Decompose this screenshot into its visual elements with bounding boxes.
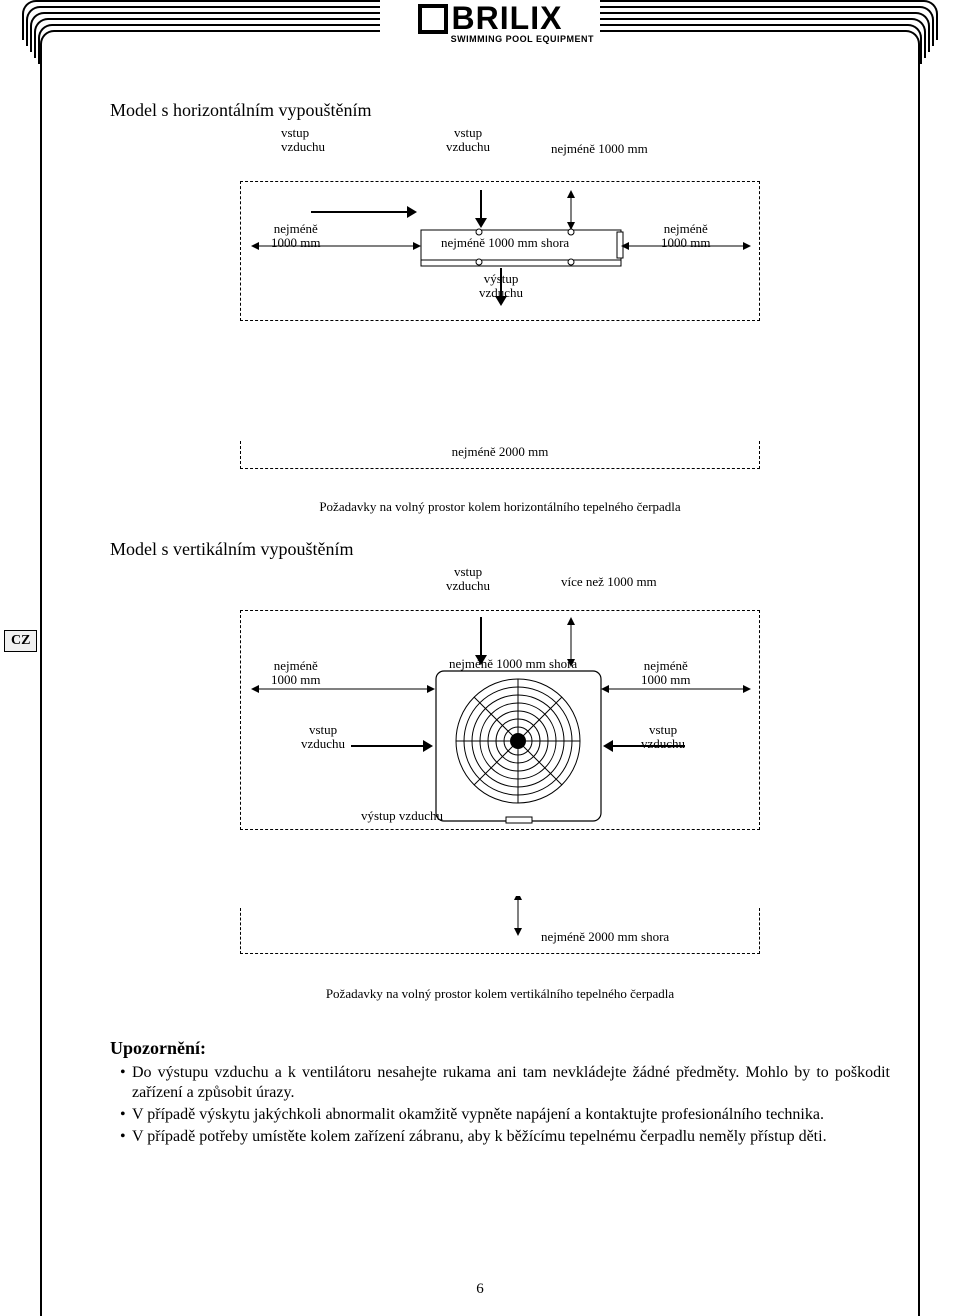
notice-block: Upozornění: Do výstupu vzduchu a k venti…	[110, 1038, 890, 1147]
vertical-title: Model s vertikálním vypouštěním	[110, 539, 890, 560]
v-bottom-min: nejméně 2000 mm shora	[541, 930, 669, 944]
content: Model s horizontálním vypouštěním	[110, 100, 890, 1149]
v-air-in-left2: vstupvzduchu	[301, 723, 345, 752]
vertical-caption: Požadavky na volný prostor kolem vertiká…	[110, 986, 890, 1002]
vertical-diagram: vstupvzduchu více než 1000 mm nejméně100…	[220, 610, 780, 890]
v-air-in-top: vstupvzduchu	[446, 565, 490, 594]
v-top-above: nejméně 1000 mm shora	[449, 657, 577, 671]
brand-name: BRILIX	[452, 0, 563, 37]
h-top-above: nejméně 1000 mm shora	[441, 236, 569, 250]
brand-tagline: SWIMMING POOL EQUIPMENT	[451, 34, 594, 44]
notice-item: Do výstupu vzduchu a k ventilátoru nesah…	[120, 1063, 890, 1103]
vertical-bottom: nejméně 2000 mm shora	[220, 908, 780, 968]
v-air-in-right2: vstupvzduchu	[641, 723, 685, 752]
v-right-min: nejméně1000 mm	[641, 659, 690, 688]
v-air-out: výstup vzduchu	[361, 809, 443, 823]
notice-item: V případě potřeby umístěte kolem zařízen…	[120, 1127, 890, 1147]
horizontal-bottom: nejméně 2000 mm	[220, 441, 780, 481]
h-left-min: nejméně1000 mm	[271, 222, 320, 251]
page: BRILIX SWIMMING POOL EQUIPMENT CZ Model …	[0, 0, 960, 1316]
horizontal-caption: Požadavky na volný prostor kolem horizon…	[110, 499, 890, 515]
v-bottom-arrow	[241, 896, 761, 942]
notice-heading: Upozornění:	[110, 1038, 890, 1059]
v-top-right: více než 1000 mm	[561, 575, 657, 589]
vertical-unit-svg	[241, 611, 761, 831]
language-tab: CZ	[4, 630, 37, 652]
horizontal-unit-svg	[241, 182, 761, 322]
horizontal-diagram: vstupvzduchu vstupvzduchu nejméně 1000 m…	[220, 181, 780, 411]
horizontal-title: Model s horizontálním vypouštěním	[110, 100, 890, 121]
notice-item: V případě výskytu jakýchkoli abnormalit …	[120, 1105, 890, 1125]
page-number: 6	[0, 1281, 960, 1298]
h-top-right: nejméně 1000 mm	[551, 142, 648, 156]
logo-square-icon	[418, 4, 448, 34]
logo: BRILIX SWIMMING POOL EQUIPMENT	[380, 0, 600, 60]
h-air-in-top: vstupvzduchu	[446, 126, 490, 155]
h-right-min: nejméně1000 mm	[661, 222, 710, 251]
h-bottom-min: nejméně 2000 mm	[241, 445, 759, 459]
h-air-in-left: vstupvzduchu	[281, 126, 325, 155]
v-left-min: nejméně1000 mm	[271, 659, 320, 688]
h-air-out: výstupvzduchu	[479, 272, 523, 301]
